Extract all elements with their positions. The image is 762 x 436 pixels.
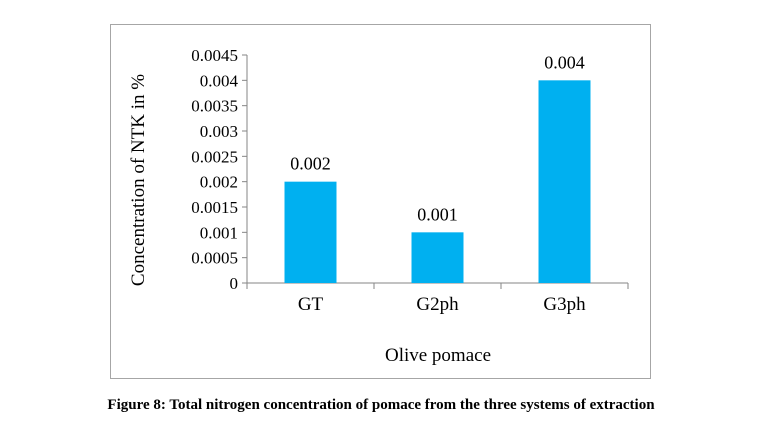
x-tick-label: G2ph [416,294,459,315]
y-axis-title: Concentration of NTK in % [128,74,149,286]
y-tick-label: 0.0045 [191,46,238,65]
data-label: 0.004 [544,52,585,72]
bar-g2ph [411,232,464,283]
y-axis: 0 0.0005 0.001 0.0015 0.002 0.0025 0.003 0.0035… [191,46,248,293]
data-label: 0.001 [417,204,458,224]
figure-caption: Figure 8: Total nitrogen concentration o… [107,397,655,413]
y-tick-label: 0.001 [200,223,238,242]
y-tick-label: 0.002 [200,173,238,192]
y-tick-label: 0.0015 [191,198,238,217]
bar-gt [284,181,337,283]
bars [284,80,591,283]
data-label: 0.002 [290,154,331,174]
bar-g3ph [538,80,591,283]
y-tick-label: 0.004 [200,71,239,90]
data-labels: 0.002 0.001 0.004 [290,52,585,224]
y-tick-label: 0.003 [200,122,238,141]
y-tick-label: 0.0005 [191,249,238,268]
chart-area-border [110,24,651,379]
x-axis: GT G2ph G3ph [246,282,629,315]
x-axis-title: Olive pomace [385,345,491,366]
y-tick-label: 0 [230,274,239,293]
y-tick-label: 0.0035 [191,97,238,116]
x-tick-label: G3ph [543,294,586,315]
y-tick-label: 0.0025 [191,147,238,166]
x-tick-label: GT [298,294,324,315]
